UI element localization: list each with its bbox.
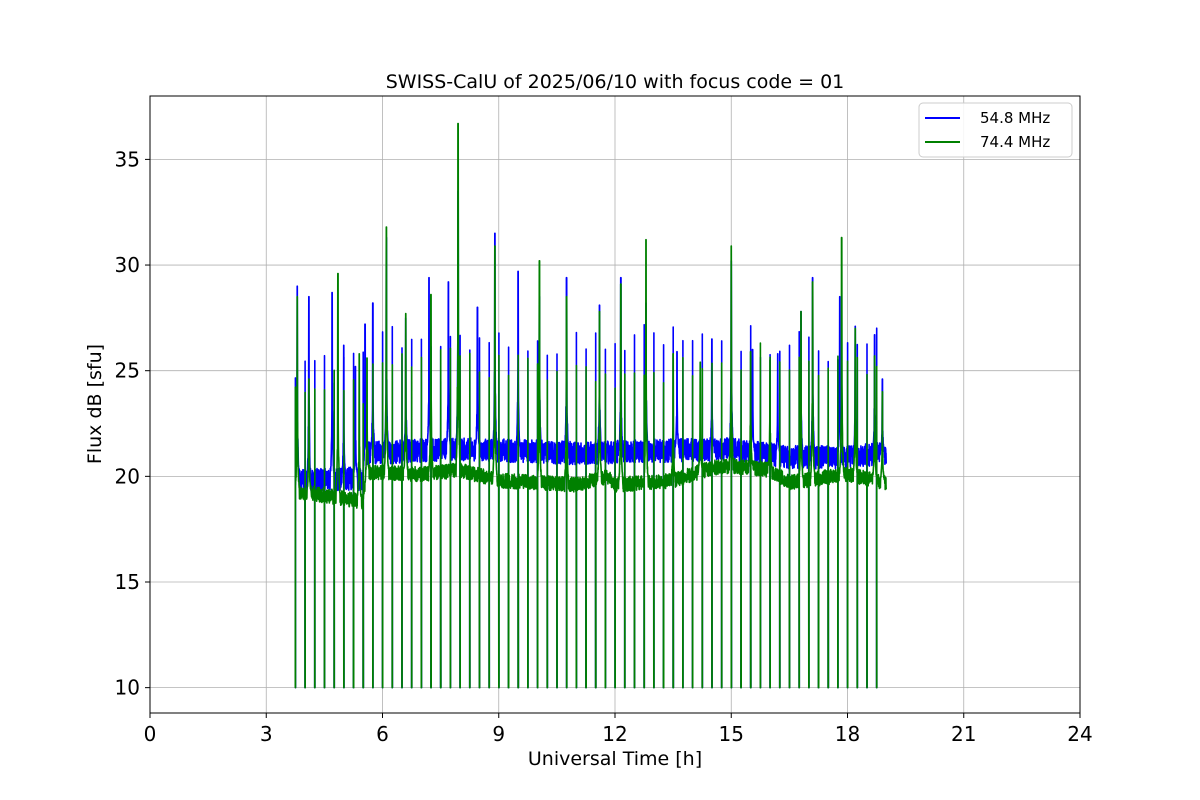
data-series	[294, 122, 887, 689]
series-line-54-8-mhz	[294, 190, 887, 689]
chart-title: SWISS-CalU of 2025/06/10 with focus code…	[386, 71, 845, 93]
legend-label-74-4-mhz: 74.4 MHz	[980, 133, 1050, 151]
y-tick-label: 25	[115, 359, 140, 383]
y-tick-label: 20	[115, 464, 140, 488]
x-tick-label: 6	[376, 722, 389, 746]
x-tick-label: 15	[719, 722, 744, 746]
y-tick-label: 35	[115, 147, 140, 171]
x-tick-label: 12	[602, 722, 627, 746]
legend-box	[918, 102, 1073, 158]
y-axis-label: Flux dB [sfu]	[84, 344, 106, 464]
legend: 54.8 MHz 74.4 MHz	[918, 102, 1073, 158]
x-tick-label: 0	[144, 722, 157, 746]
axis-ticks: 0 3 6 9 12 15 18 21 24 10 15 20 25 30 35	[115, 147, 1093, 746]
x-tick-label: 3	[260, 722, 273, 746]
x-tick-label: 18	[835, 722, 860, 746]
series-line-74-4-mhz	[294, 122, 887, 689]
x-tick-label: 21	[951, 722, 976, 746]
x-tick-label: 9	[492, 722, 505, 746]
y-tick-label: 10	[115, 676, 140, 700]
x-tick-label: 24	[1067, 722, 1092, 746]
y-tick-label: 30	[115, 253, 140, 277]
x-axis-label: Universal Time [h]	[528, 748, 702, 770]
legend-label-54-8-mhz: 54.8 MHz	[980, 109, 1050, 127]
y-tick-label: 15	[115, 570, 140, 594]
